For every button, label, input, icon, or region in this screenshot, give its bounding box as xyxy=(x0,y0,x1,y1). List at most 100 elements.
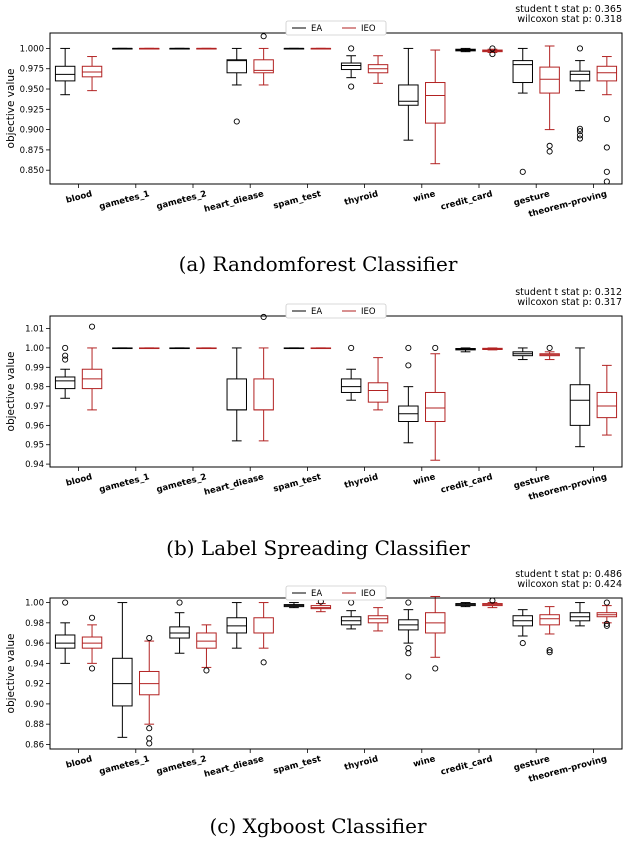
box-ieo-spam_test xyxy=(311,599,330,612)
outlier-point xyxy=(577,46,582,51)
box-ea-heart_diease xyxy=(227,603,246,649)
box-ea-thyroid xyxy=(341,345,360,400)
outlier-point xyxy=(147,736,152,741)
box-ieo-gametes_2 xyxy=(197,48,216,49)
y-tick-label: 0.875 xyxy=(20,146,44,156)
box-ieo-gametes_2 xyxy=(197,348,216,349)
box-ieo-thyroid xyxy=(368,358,387,410)
stats-text: wilcoxon stat p: 0.317 xyxy=(517,297,622,308)
box-ieo-blood xyxy=(82,615,101,671)
x-tick-label: wine xyxy=(412,189,437,205)
box-body xyxy=(368,616,387,623)
y-tick-label: 0.96 xyxy=(25,421,44,431)
x-tick-label: thyroid xyxy=(343,472,379,491)
outlier-point xyxy=(604,179,609,184)
box-body xyxy=(55,66,74,81)
outlier-point xyxy=(349,600,354,605)
box-ea-credit_card xyxy=(456,603,475,607)
plot-frame xyxy=(50,316,622,467)
outlier-point xyxy=(89,615,94,620)
chart-panel-a: student t stat p: 0.365 wilcoxon stat p: … xyxy=(0,0,636,250)
box-ea-wine xyxy=(399,48,418,140)
box-body xyxy=(170,627,189,638)
x-tick-label: thyroid xyxy=(343,189,379,208)
box-ieo-heart_diease xyxy=(254,314,273,440)
outlier-point xyxy=(520,640,525,645)
box-ea-gametes_2 xyxy=(170,348,189,349)
y-tick-label: 0.90 xyxy=(25,700,44,710)
x-tick-label: gametes_2 xyxy=(155,472,207,495)
x-tick-label: heart_diease xyxy=(203,189,265,215)
x-tick-label: spam_test xyxy=(272,189,322,211)
y-tick-label: 0.98 xyxy=(25,619,44,629)
box-body xyxy=(540,615,559,625)
y-tick-label: 1.000 xyxy=(20,44,44,54)
y-tick-label: 0.86 xyxy=(25,740,44,750)
x-tick-label: credit_card xyxy=(440,472,494,495)
box-ea-wine xyxy=(399,345,418,442)
box-ea-spam_test xyxy=(284,348,303,349)
box-body xyxy=(570,71,589,81)
plot-frame xyxy=(50,33,622,184)
y-tick-label: 0.97 xyxy=(25,402,44,412)
box-ieo-blood xyxy=(82,57,101,91)
box-ea-spam_test xyxy=(284,603,303,608)
stats-text: wilcoxon stat p: 0.424 xyxy=(517,579,622,590)
box-ea-thyroid xyxy=(341,600,360,629)
box-ea-blood xyxy=(55,48,74,94)
legend-label-ea: EA xyxy=(311,24,322,34)
box-ea-gametes_2 xyxy=(170,600,189,653)
outlier-point xyxy=(406,600,411,605)
y-tick-label: 0.925 xyxy=(20,105,44,115)
box-ea-credit_card xyxy=(456,348,475,352)
outlier-point xyxy=(433,666,438,671)
x-tick-label: wine xyxy=(412,472,437,488)
outlier-point xyxy=(147,741,152,746)
outlier-point xyxy=(63,345,68,350)
x-tick-label: credit_card xyxy=(440,189,494,212)
box-ieo-spam_test xyxy=(311,348,330,349)
box-ea-gametes_2 xyxy=(170,48,189,49)
box-ea-theorem-proving xyxy=(570,603,589,626)
box-ea-heart_diease xyxy=(227,48,246,124)
box-body xyxy=(82,637,101,648)
box-ea-gesture xyxy=(513,48,532,174)
x-tick-label: gametes_2 xyxy=(155,754,207,777)
y-axis-label: objective value xyxy=(5,69,17,149)
caption-c: (c) Xgboost Classifier xyxy=(0,814,636,838)
legend: EA IEO xyxy=(286,21,386,35)
legend-label-ea: EA xyxy=(311,307,322,317)
x-tick-label: heart_diease xyxy=(203,472,265,498)
y-tick-label: 0.98 xyxy=(25,383,44,393)
box-ea-spam_test xyxy=(284,48,303,49)
outlier-point xyxy=(406,674,411,679)
box-ieo-wine xyxy=(426,596,445,671)
outlier-point xyxy=(261,34,266,39)
box-body xyxy=(513,61,532,83)
outlier-point xyxy=(63,357,68,362)
box-ea-gametes_1 xyxy=(113,603,132,738)
outlier-point xyxy=(604,600,609,605)
box-ieo-theorem-proving xyxy=(597,57,616,185)
box-body xyxy=(399,85,418,105)
y-tick-label: 1.01 xyxy=(25,325,44,335)
box-body xyxy=(341,63,360,69)
box-body xyxy=(227,60,246,73)
stats-text: wilcoxon stat p: 0.318 xyxy=(517,14,622,25)
box-ieo-thyroid xyxy=(368,56,387,84)
box-body xyxy=(227,379,246,410)
box-body xyxy=(254,379,273,410)
box-ieo-spam_test xyxy=(311,48,330,49)
box-body xyxy=(597,392,616,417)
box-ea-heart_diease xyxy=(227,348,246,441)
y-tick-label: 0.88 xyxy=(25,720,44,730)
box-ieo-gametes_1 xyxy=(140,48,159,49)
outlier-point xyxy=(433,345,438,350)
y-tick-label: 0.95 xyxy=(25,441,44,451)
outlier-point xyxy=(261,660,266,665)
box-body xyxy=(55,635,74,648)
x-tick-label: spam_test xyxy=(272,754,322,776)
box-ea-blood xyxy=(55,345,74,398)
box-body xyxy=(254,618,273,633)
y-axis-label: objective value xyxy=(5,352,17,432)
